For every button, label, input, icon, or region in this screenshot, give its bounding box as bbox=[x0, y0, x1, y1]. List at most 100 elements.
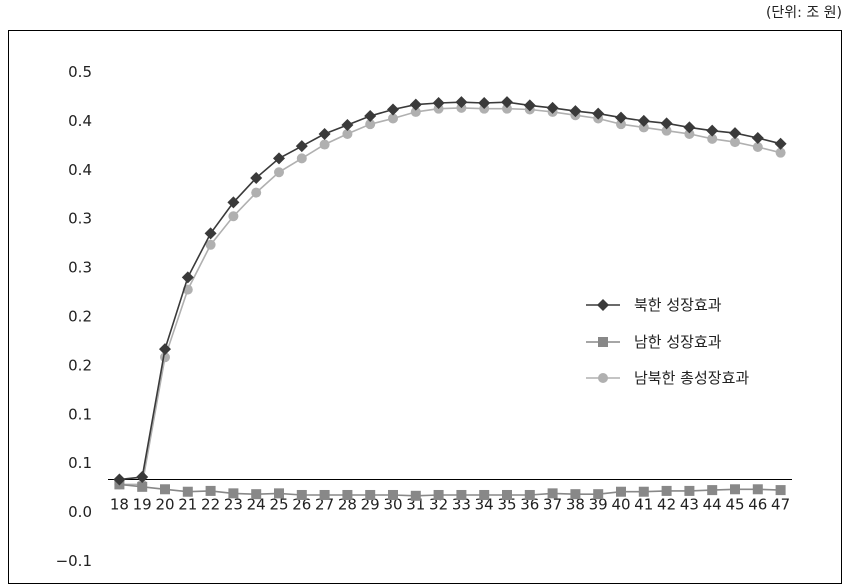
y-tick-label: 0.2 bbox=[68, 308, 92, 326]
data-point-square bbox=[547, 488, 558, 499]
x-tick-label: 38 bbox=[566, 496, 585, 514]
series-line bbox=[119, 101, 781, 481]
data-point-diamond bbox=[273, 152, 285, 165]
y-tick-label: 0.0 bbox=[68, 503, 92, 521]
data-point-square bbox=[730, 484, 740, 495]
data-point-diamond bbox=[455, 96, 468, 109]
data-point-square bbox=[570, 489, 581, 500]
data-point-square bbox=[342, 489, 353, 500]
data-point-square bbox=[137, 481, 148, 492]
y-tick-label: 0.1 bbox=[68, 454, 92, 472]
x-tick-label: 41 bbox=[634, 496, 653, 514]
data-point-diamond bbox=[318, 127, 331, 140]
unit-label: (단위: 조 원) bbox=[765, 5, 842, 21]
x-tick-label: 32 bbox=[429, 496, 448, 514]
data-point-square bbox=[479, 489, 490, 500]
data-point-circle bbox=[410, 106, 421, 117]
data-point-diamond bbox=[409, 98, 422, 111]
data-point-square bbox=[228, 488, 239, 499]
data-point-circle bbox=[388, 113, 398, 124]
x-tick-label: 26 bbox=[292, 496, 311, 514]
data-point-square bbox=[433, 489, 444, 500]
x-tick-label: 46 bbox=[748, 496, 767, 514]
data-point-square bbox=[661, 485, 672, 496]
data-point-diamond bbox=[683, 121, 696, 134]
y-tick-label: 0.3 bbox=[68, 259, 92, 277]
x-tick-label: 35 bbox=[497, 496, 516, 514]
data-point-square bbox=[524, 489, 535, 500]
data-point-diamond bbox=[159, 343, 171, 356]
x-tick-label: 28 bbox=[338, 496, 357, 514]
data-point-circle bbox=[775, 147, 786, 158]
y-tick-label: 0.4 bbox=[68, 112, 92, 130]
data-point-circle bbox=[365, 119, 376, 130]
data-point-diamond bbox=[660, 117, 673, 130]
data-point-diamond bbox=[592, 107, 605, 120]
data-point-square bbox=[502, 489, 512, 500]
data-point-circle bbox=[707, 133, 718, 144]
y-tick-label: 0.4 bbox=[68, 161, 92, 179]
x-tick-label: 34 bbox=[475, 496, 494, 514]
data-point-square bbox=[251, 489, 262, 500]
x-tick-label: 36 bbox=[520, 496, 539, 514]
legend-marker-diamond bbox=[597, 299, 609, 311]
y-tick-label: 0.2 bbox=[68, 356, 92, 374]
data-point-square bbox=[684, 485, 695, 496]
data-point-square bbox=[752, 484, 763, 495]
data-point-square bbox=[388, 489, 398, 500]
data-point-diamond bbox=[478, 96, 491, 109]
x-tick-label: 39 bbox=[589, 496, 608, 514]
data-point-square bbox=[274, 488, 284, 499]
data-point-diamond bbox=[181, 271, 194, 284]
data-point-circle bbox=[684, 128, 695, 139]
data-point-circle bbox=[638, 122, 649, 133]
data-point-diamond bbox=[523, 99, 536, 112]
data-point-circle bbox=[616, 119, 626, 130]
data-point-diamond bbox=[341, 118, 354, 131]
data-point-circle bbox=[661, 125, 672, 136]
x-tick-label: 29 bbox=[361, 496, 380, 514]
data-point-square bbox=[456, 489, 467, 500]
data-point-diamond bbox=[569, 105, 582, 118]
y-tick-label: 0.5 bbox=[68, 63, 92, 81]
x-tick-label: 21 bbox=[178, 496, 197, 514]
data-point-diamond bbox=[136, 471, 149, 484]
x-tick-label: 30 bbox=[383, 496, 402, 514]
data-point-square bbox=[616, 486, 626, 497]
legend-label: 남한 성장효과 bbox=[634, 333, 722, 351]
legend-label: 남북한 총성장효과 bbox=[634, 369, 749, 387]
x-tick-label: 27 bbox=[315, 496, 334, 514]
data-point-circle bbox=[274, 167, 284, 178]
x-tick-label: 40 bbox=[611, 496, 630, 514]
data-point-circle bbox=[319, 139, 330, 150]
x-tick-label: 44 bbox=[703, 496, 722, 514]
data-point-diamond bbox=[546, 101, 559, 114]
data-point-circle bbox=[502, 103, 512, 114]
legend-label: 북한 성장효과 bbox=[634, 296, 722, 314]
x-tick-label: 42 bbox=[657, 496, 676, 514]
data-point-diamond bbox=[113, 473, 126, 486]
x-tick-label: 47 bbox=[771, 496, 790, 514]
data-point-diamond bbox=[774, 137, 787, 150]
x-tick-label: 37 bbox=[543, 496, 562, 514]
data-point-square bbox=[319, 489, 330, 500]
data-point-square bbox=[205, 485, 216, 496]
data-point-diamond bbox=[432, 96, 445, 109]
data-point-square bbox=[638, 486, 649, 497]
series-line bbox=[119, 483, 781, 497]
data-point-diamond bbox=[387, 103, 399, 116]
data-point-square bbox=[410, 490, 421, 501]
data-point-square bbox=[707, 485, 718, 496]
data-point-square bbox=[182, 486, 193, 497]
x-tick-label: 22 bbox=[201, 496, 220, 514]
legend-marker-circle bbox=[598, 373, 608, 383]
data-point-diamond bbox=[729, 127, 741, 140]
x-tick-label: 20 bbox=[155, 496, 174, 514]
y-tick-label: −0.1 bbox=[56, 552, 92, 570]
x-tick-label: 18 bbox=[110, 496, 129, 514]
data-point-square bbox=[775, 485, 786, 496]
data-point-circle bbox=[251, 187, 262, 198]
data-point-circle bbox=[228, 211, 239, 222]
data-point-circle bbox=[730, 137, 740, 148]
data-point-circle bbox=[752, 141, 763, 152]
